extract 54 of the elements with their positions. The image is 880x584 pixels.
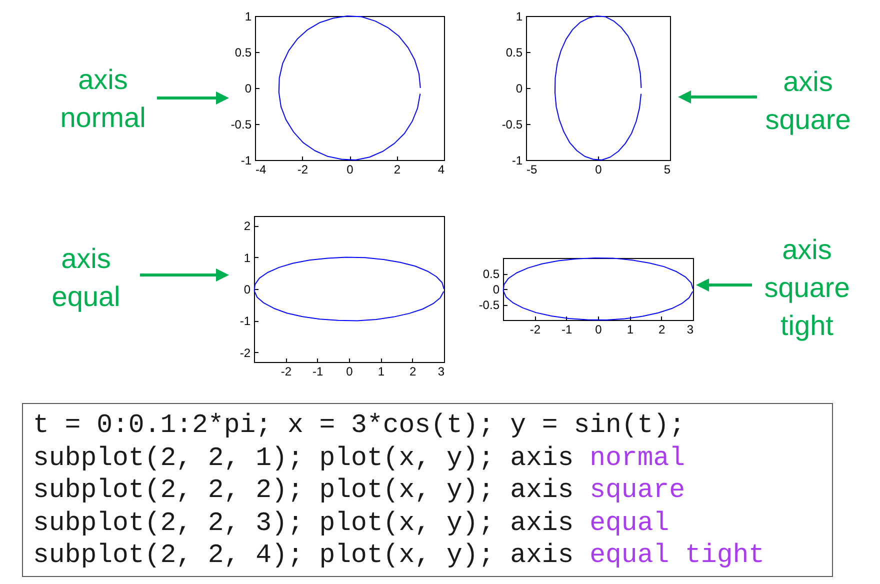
x-tick-label: 0 bbox=[346, 364, 354, 378]
x-tick-label: -4 bbox=[256, 162, 266, 176]
x-tick-label: 0 bbox=[346, 162, 354, 176]
line-series bbox=[254, 256, 444, 322]
text: equal bbox=[590, 508, 670, 538]
x-tick-label: 0 bbox=[595, 322, 602, 336]
y-tick-label: -2 bbox=[240, 346, 251, 360]
x-tick-label: 2 bbox=[658, 322, 666, 336]
text: square bbox=[590, 475, 686, 505]
line-series bbox=[554, 16, 642, 160]
y-tick-label: 0.5 bbox=[506, 46, 523, 60]
text: t = 0:0.1:2*pi; x = 3*cos(t); y = sin(t); bbox=[33, 410, 686, 440]
y-tick-label: -0.5 bbox=[478, 298, 500, 312]
x-tick-label: 5 bbox=[664, 162, 671, 176]
x-tick-label: 3 bbox=[686, 322, 694, 336]
y-tick-label: -0.5 bbox=[502, 118, 523, 132]
y-tick-label: -1 bbox=[512, 154, 523, 168]
y-tick-label: 0.5 bbox=[234, 46, 252, 60]
x-tick-label: 1 bbox=[626, 322, 634, 336]
x-tick-label: -2 bbox=[297, 162, 308, 176]
x-tick-label: 4 bbox=[438, 162, 445, 176]
x-tick-label: -2 bbox=[280, 364, 292, 378]
x-tick-label: -2 bbox=[530, 322, 541, 336]
y-tick-label: 0.5 bbox=[482, 267, 500, 281]
x-tick-label: -1 bbox=[561, 322, 572, 336]
text: normal bbox=[590, 442, 686, 472]
y-tick-label: 1 bbox=[244, 250, 251, 265]
x-tick-label: -5 bbox=[526, 162, 538, 176]
line-series bbox=[278, 16, 421, 160]
y-tick-label: 0 bbox=[492, 282, 500, 296]
x-tick-label: -1 bbox=[312, 364, 324, 378]
x-tick-label: 0 bbox=[595, 162, 602, 176]
y-tick-label: -1 bbox=[240, 154, 252, 168]
y-tick-label: 1 bbox=[244, 10, 252, 24]
y-tick-label: 0 bbox=[244, 282, 251, 296]
text: subplot(2, 2, 2); plot(x, y); axis bbox=[33, 475, 574, 505]
y-tick-label: 2 bbox=[244, 219, 251, 234]
y-tick-label: -0.5 bbox=[230, 118, 252, 132]
text: axis equal bbox=[52, 242, 120, 314]
text: subplot(2, 2, 1); plot(x, y); axis bbox=[33, 442, 574, 472]
text: subplot(2, 2, 4); plot(x, y); axis bbox=[33, 540, 574, 570]
text: subplot(2, 2, 3); plot(x, y); axis bbox=[33, 508, 574, 538]
x-tick-label: 3 bbox=[438, 364, 445, 378]
x-tick-label: 2 bbox=[409, 364, 416, 378]
y-tick-label: 1 bbox=[516, 10, 523, 24]
y-tick-label: 0 bbox=[516, 82, 523, 96]
text: axis square tight bbox=[764, 233, 850, 343]
x-tick-label: 1 bbox=[378, 364, 385, 378]
text: axis normal bbox=[60, 63, 146, 135]
x-tick-label: 2 bbox=[394, 162, 401, 176]
text: equal tight bbox=[590, 540, 765, 570]
y-tick-label: 0 bbox=[244, 82, 252, 96]
line-series bbox=[502, 258, 694, 320]
text: axis square bbox=[765, 65, 851, 137]
